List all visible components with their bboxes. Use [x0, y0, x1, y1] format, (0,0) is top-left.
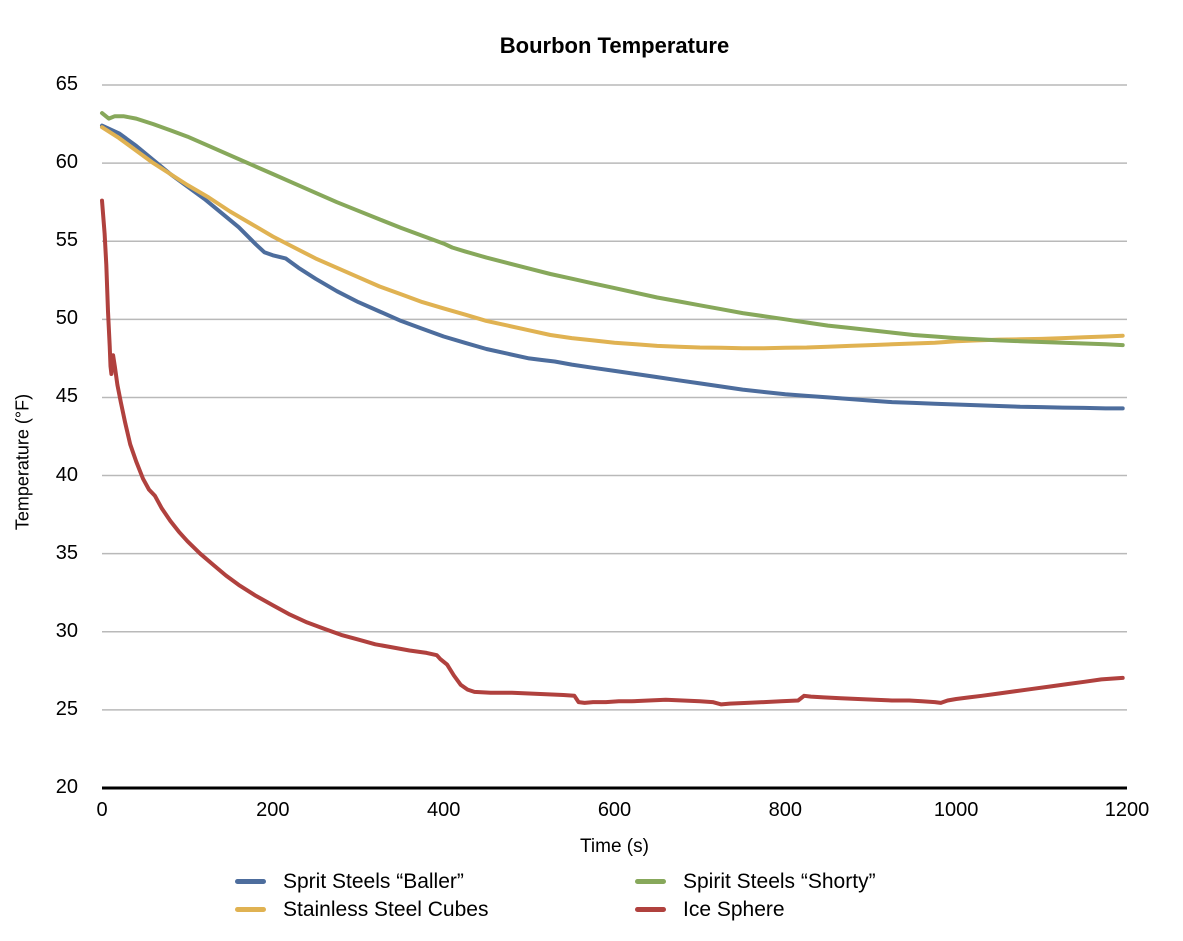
x-tick-label: 800	[768, 799, 803, 821]
legend-swatch-ice-sphere	[635, 907, 666, 912]
legend-swatch-cubes	[235, 907, 266, 912]
legend-label-cubes: Stainless Steel Cubes	[283, 897, 489, 921]
y-tick-label: 35	[55, 541, 78, 564]
y-tick-label: 40	[55, 463, 78, 486]
series-line-0	[100, 123, 1125, 411]
y-tick-label: 45	[55, 385, 78, 408]
x-tick-label: 0	[96, 799, 108, 821]
y-tick-label: 60	[55, 151, 78, 174]
series-line-3	[100, 198, 1125, 707]
x-tick-label: 1200	[1104, 799, 1150, 821]
legend-label-shorty: Spirit Steels “Shorty”	[683, 869, 876, 893]
y-tick-label: 20	[55, 776, 78, 798]
y-tick-label: 55	[55, 229, 78, 252]
legend-item-cubes: Stainless Steel Cubes	[235, 896, 635, 923]
legend-label-baller: Sprit Steels “Baller”	[283, 869, 464, 893]
legend: Sprit Steels “Baller” Spirit Steels “Sho…	[235, 868, 876, 923]
series-line-1	[100, 125, 1125, 351]
legend-swatch-baller	[235, 879, 266, 884]
x-tick-label: 1000	[933, 799, 979, 821]
legend-label-ice-sphere: Ice Sphere	[683, 897, 785, 921]
x-axis-label: Time (s)	[580, 836, 649, 857]
legend-item-ice-sphere: Ice Sphere	[635, 896, 876, 923]
x-tick-label: 600	[597, 799, 632, 821]
y-tick-label: 25	[55, 697, 78, 720]
x-tick-label: 400	[426, 799, 461, 821]
chart-title: Bourbon Temperature	[499, 33, 730, 58]
legend-item-baller: Sprit Steels “Baller”	[235, 868, 635, 895]
y-tick-label: 65	[55, 73, 78, 95]
y-tick-label: 30	[55, 619, 78, 642]
legend-item-shorty: Spirit Steels “Shorty”	[635, 868, 876, 895]
y-tick-label: 50	[55, 307, 78, 330]
series-line-2	[100, 111, 1125, 348]
x-tick-label: 200	[256, 799, 290, 821]
legend-swatch-shorty	[635, 879, 666, 884]
